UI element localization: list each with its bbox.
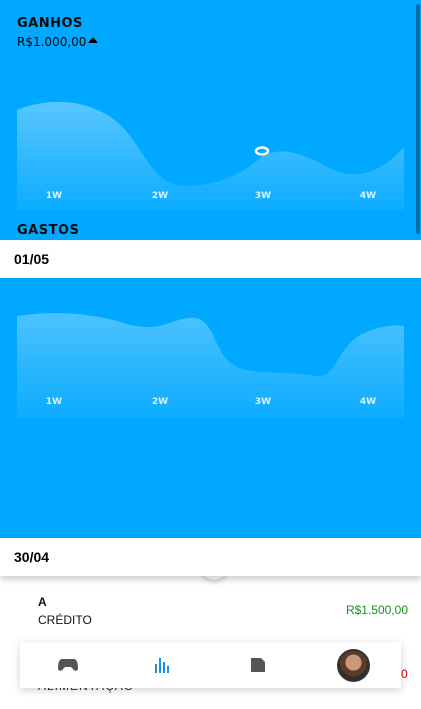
avatar	[336, 648, 370, 682]
earnings-amount: R$1.000,00	[17, 35, 87, 49]
nav-games[interactable]	[38, 642, 98, 688]
earnings-marker	[254, 146, 270, 156]
expenses-panel: 1W 2W 3W 4W	[0, 278, 421, 538]
week-label: 4W	[360, 397, 376, 407]
week-label: 4W	[360, 191, 376, 201]
document-icon	[251, 658, 266, 672]
caret-up-icon[interactable]	[88, 37, 98, 43]
transaction-value: R$1.500,00	[345, 603, 408, 617]
expenses-area	[17, 313, 404, 418]
transaction-value: 0	[401, 667, 408, 681]
transaction-type: CRÉDITO	[38, 613, 92, 627]
scrollbar[interactable]	[416, 4, 420, 234]
date-header: 30/04	[0, 538, 421, 576]
earnings-title: GANHOS	[17, 16, 83, 31]
nav-stats[interactable]	[133, 642, 193, 688]
nav-documents[interactable]	[228, 642, 288, 688]
earnings-chart: 1W 2W 3W 4W	[17, 101, 404, 210]
week-label: 3W	[255, 397, 271, 407]
date-header: 01/05	[0, 240, 421, 278]
bar-chart-icon	[154, 658, 169, 673]
week-label: 3W	[255, 191, 271, 201]
week-label: 1W	[46, 191, 62, 201]
transaction-title: A	[38, 595, 47, 609]
expenses-title: GASTOS	[17, 223, 80, 238]
expenses-chart: 1W 2W 3W 4W	[17, 313, 404, 418]
week-label: 1W	[46, 397, 62, 407]
week-label: 2W	[152, 191, 168, 201]
earnings-panel: GANHOS R$1.000,00 1W 2W 3W 4W GASTOS	[0, 0, 421, 240]
earnings-area	[17, 101, 404, 210]
bottom-navigation	[20, 642, 401, 688]
gamepad-icon	[57, 659, 78, 671]
week-label: 2W	[152, 397, 168, 407]
nav-profile[interactable]	[323, 642, 383, 688]
